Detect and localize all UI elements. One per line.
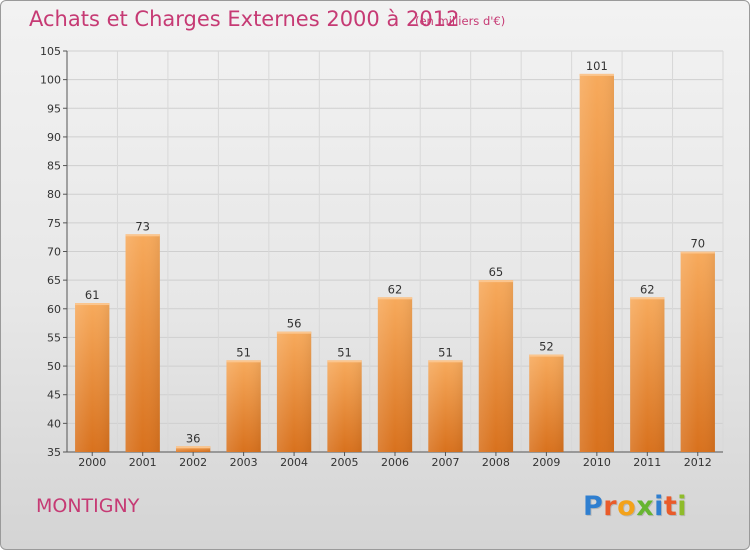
data-label: 51 (337, 345, 352, 359)
logo-letter: r (603, 491, 618, 522)
bar-shine (579, 73, 615, 453)
logo-letter: i (654, 491, 664, 522)
y-tick-label: 85 (47, 160, 61, 173)
x-tick-label: 2001 (129, 456, 157, 469)
bar-shine (276, 331, 312, 452)
data-label: 51 (438, 345, 453, 359)
bar-top-highlight (428, 360, 463, 363)
bar-shine (327, 360, 362, 452)
data-label: 36 (186, 431, 201, 445)
y-tick-label: 95 (47, 102, 61, 115)
logo-letter: i (677, 491, 688, 522)
x-tick-label: 2008 (482, 456, 510, 469)
bar-top-highlight (327, 360, 362, 363)
y-tick-label: 60 (47, 303, 61, 316)
bar-shine (680, 251, 715, 452)
y-tick-label: 80 (47, 188, 61, 201)
data-label: 101 (586, 59, 608, 73)
bar-top-highlight (478, 280, 514, 283)
bar-top-highlight (680, 251, 715, 254)
x-tick-label: 2000 (78, 456, 106, 469)
bar-top-highlight (377, 297, 413, 300)
bar-top-highlight (529, 354, 564, 357)
x-tick-label: 2007 (431, 456, 459, 469)
logo-letter: P (583, 491, 604, 522)
y-tick-label: 65 (47, 274, 61, 287)
y-tick-label: 75 (47, 217, 61, 230)
data-label: 51 (236, 345, 251, 359)
bar-top-highlight (276, 331, 312, 334)
bar-top-highlight (125, 234, 160, 237)
bar-top-highlight (226, 360, 261, 363)
y-tick-label: 105 (40, 45, 61, 58)
bar-top-highlight (630, 297, 665, 300)
bar-shine (226, 360, 261, 452)
bar-shine (125, 234, 160, 452)
city-name: MONTIGNY (36, 495, 140, 517)
data-label: 56 (287, 317, 302, 331)
bars (75, 73, 715, 453)
x-tick-label: 2010 (583, 456, 611, 469)
bar-top-highlight (175, 446, 211, 449)
y-tick-label: 40 (47, 417, 61, 430)
data-label: 61 (85, 288, 100, 302)
bar-top-highlight (75, 303, 110, 306)
logo-letter: x (636, 491, 655, 522)
bar-shine (478, 280, 514, 452)
chart-unit: (en milliers d'€) (415, 14, 506, 28)
y-tick-label: 35 (47, 446, 61, 459)
y-tick-label: 45 (47, 389, 61, 402)
x-tick-label: 2006 (381, 456, 409, 469)
bar-top-highlight (579, 73, 615, 76)
bar-shine (75, 303, 110, 452)
y-tick-label: 70 (47, 246, 61, 259)
bar-shine (175, 446, 211, 452)
proxiti-logo: Proxiti (583, 491, 687, 522)
x-tick-label: 2005 (331, 456, 359, 469)
y-tick-label: 55 (47, 331, 61, 344)
chart-title: Achats et Charges Externes 2000 à 2012 (29, 7, 460, 31)
logo-letter: o (617, 491, 637, 522)
y-tick-label: 90 (47, 131, 61, 144)
data-label: 65 (489, 265, 504, 279)
bar-shine (377, 297, 413, 452)
labels: 35 40 45 50 55 60 65 70 75 80 85 90 95 100 105 61 2000 73… (40, 45, 712, 469)
bar-shine (529, 354, 564, 452)
bar-shine (630, 297, 665, 452)
data-label: 52 (539, 340, 554, 354)
data-label: 62 (388, 282, 403, 296)
y-tick-label: 50 (47, 360, 61, 373)
x-tick-label: 2002 (179, 456, 207, 469)
logo-letter: t (663, 491, 678, 522)
x-tick-label: 2004 (280, 456, 308, 469)
data-label: 62 (640, 282, 655, 296)
x-tick-label: 2003 (230, 456, 258, 469)
bar-shine (428, 360, 463, 452)
x-tick-label: 2012 (684, 456, 712, 469)
data-label: 73 (135, 219, 150, 233)
y-tick-label: 100 (40, 74, 61, 87)
x-tick-label: 2011 (633, 456, 661, 469)
x-tick-label: 2009 (532, 456, 560, 469)
data-label: 70 (690, 237, 705, 251)
